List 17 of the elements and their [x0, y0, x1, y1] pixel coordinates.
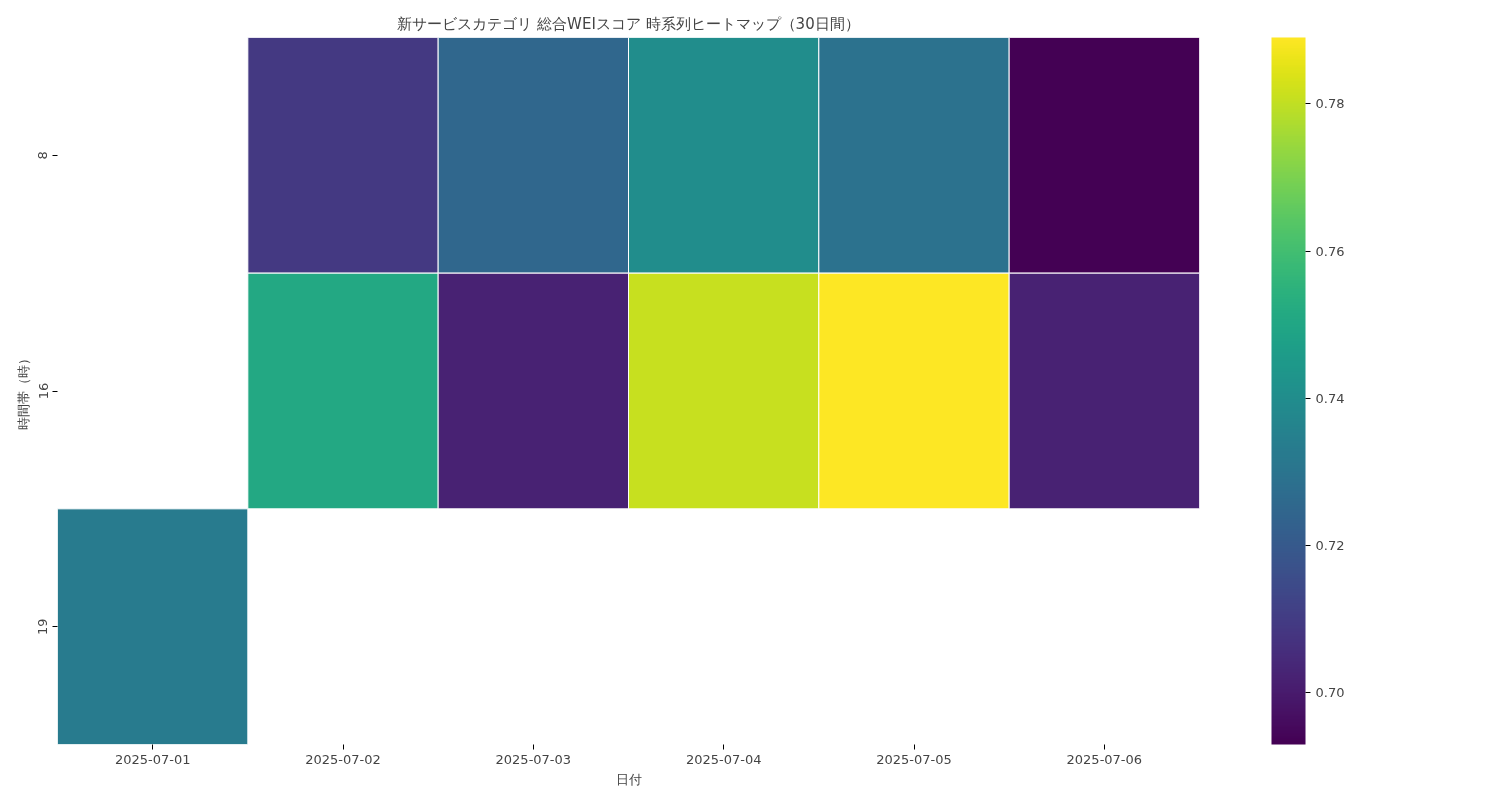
y-axis-title: 時間帯（時）: [15, 352, 31, 430]
x-tick-label: 2025-07-05: [876, 751, 952, 767]
color-bar-label: 0.70: [1315, 685, 1345, 701]
x-tick-label: 2025-07-03: [495, 751, 572, 767]
x-tick-label: 2025-07-01: [114, 751, 191, 767]
x-tick-label: 2025-07-06: [1066, 751, 1143, 767]
x-axis-title: 日付: [615, 771, 642, 787]
x-tick-label: 2025-07-04: [685, 751, 762, 767]
color-bar-label: 0.76: [1315, 243, 1345, 259]
color-bar-label: 0.74: [1315, 390, 1345, 406]
y-tick-label: 19: [35, 618, 51, 635]
y-tick-label: 16: [35, 382, 51, 400]
y-tick-label: 8: [35, 151, 51, 160]
color-bar-label: 0.72: [1315, 538, 1345, 554]
chart-title: 新サービスカテゴリ 総合WEIスコア 時系列ヒートマップ（30日間）: [397, 14, 860, 33]
color-bar-label: 0.78: [1315, 96, 1345, 112]
x-tick-label: 2025-07-02: [305, 751, 381, 767]
